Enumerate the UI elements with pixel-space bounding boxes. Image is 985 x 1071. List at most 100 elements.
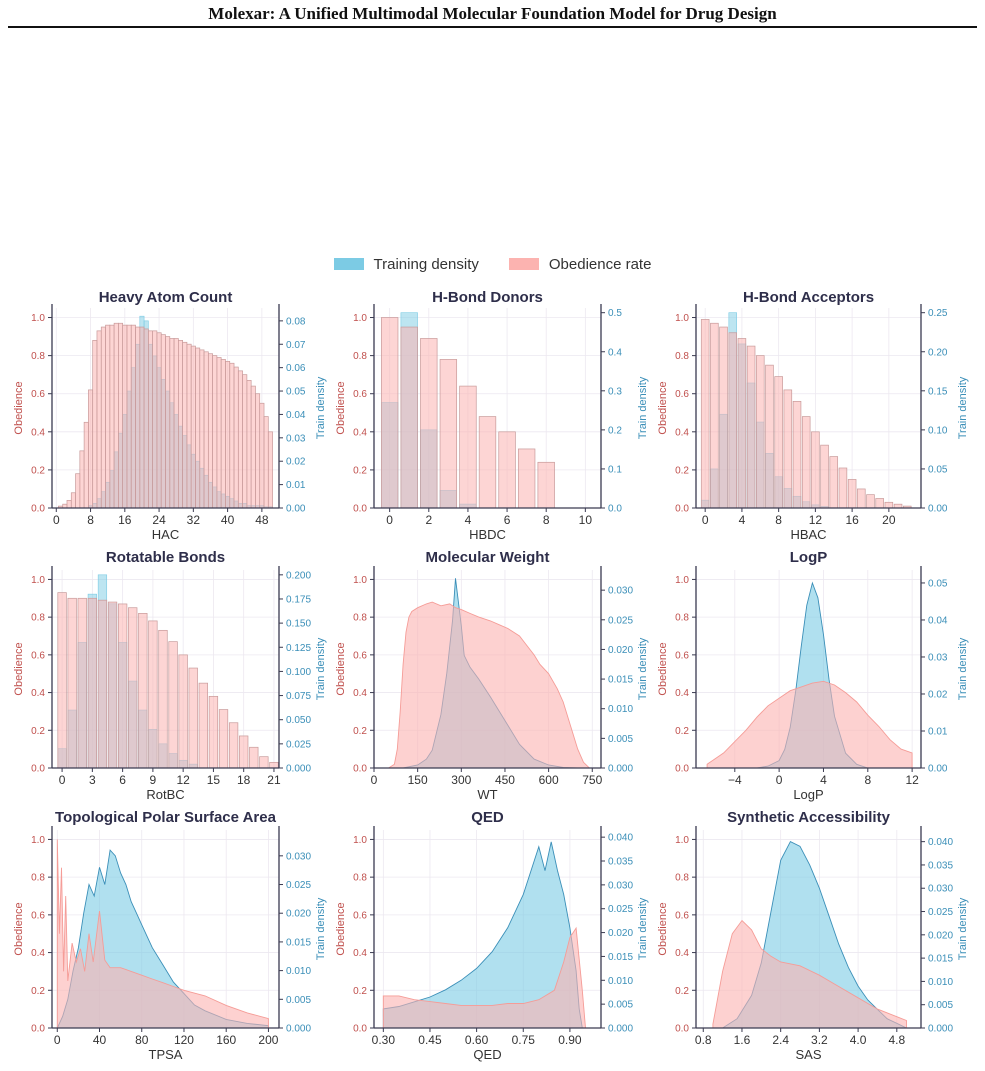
right-tick-label: 0.01: [286, 480, 306, 491]
right-tick-label: 0.03: [928, 652, 948, 663]
left-tick-label: 0.2: [675, 465, 689, 476]
left-tick-label: 0.6: [353, 389, 367, 400]
left-tick-label: 0.6: [675, 389, 689, 400]
left-tick-label: 0.6: [353, 910, 367, 921]
right-axis-label: Train density: [315, 637, 327, 700]
right-tick-label: 0.000: [608, 764, 633, 775]
plot-area: [712, 841, 907, 1028]
x-tick-label: 40: [93, 1033, 107, 1047]
right-tick-label: 0.010: [928, 977, 953, 988]
x-tick-label: 4: [465, 513, 472, 527]
x-tick-label: 12: [809, 513, 823, 527]
right-tick-label: 0.06: [286, 363, 306, 374]
right-tick-label: 0.005: [608, 1000, 633, 1011]
obedience-bar: [267, 431, 273, 508]
obedience-bar: [263, 416, 269, 508]
x-tick-label: 48: [255, 513, 269, 527]
plot-area: [382, 841, 586, 1028]
x-tick-label: 21: [267, 773, 281, 787]
left-tick-label: 1.0: [353, 835, 367, 846]
obedience-bar: [83, 421, 89, 508]
obedience-bar: [208, 695, 219, 768]
x-tick-label: 0: [386, 513, 393, 527]
right-tick-label: 0.01: [928, 726, 948, 737]
left-tick-label: 0.4: [675, 948, 689, 959]
right-tick-label: 0.000: [286, 1024, 311, 1035]
obedience-bar: [811, 431, 820, 508]
obedience-bar: [169, 338, 175, 508]
x-tick-label: 1.6: [734, 1033, 751, 1047]
right-tick-label: 0.020: [608, 645, 633, 656]
left-tick-label: 0.4: [675, 688, 689, 699]
obedience-bar: [113, 322, 119, 508]
left-tick-label: 0.8: [675, 351, 689, 362]
x-tick-label: 750: [582, 773, 602, 787]
right-tick-label: 0.04: [928, 615, 948, 626]
obedience-bar: [866, 494, 875, 508]
obedience-bar: [168, 641, 178, 768]
obedience-bar: [838, 467, 848, 508]
x-tick-label: 0: [54, 1033, 61, 1047]
chart-title: Synthetic Accessibility: [727, 809, 890, 826]
obedience-area: [388, 601, 591, 768]
left-tick-label: 0.0: [353, 504, 367, 515]
obedience-bar: [728, 332, 737, 508]
obedience-bar: [126, 324, 132, 508]
left-tick-label: 0.2: [31, 726, 45, 737]
left-tick-label: 0.4: [353, 688, 367, 699]
obedience-bar: [212, 355, 218, 508]
x-tick-label: 24: [152, 513, 166, 527]
obedience-bar: [792, 400, 802, 508]
right-tick-label: 0.040: [608, 833, 633, 844]
obedience-bar: [710, 322, 719, 508]
left-tick-label: 0.4: [675, 427, 689, 438]
left-tick-label: 0.8: [353, 613, 367, 624]
right-axis-label: Train density: [315, 897, 327, 960]
right-tick-label: 0.100: [286, 667, 311, 678]
chart-logp: 0.0 0.2 0.4 0.6 0.8 1.0 0.00 0.01 0.02 0.03 0.04 0.…: [657, 549, 969, 802]
right-axis-label: Train density: [637, 897, 649, 960]
x-tick-label: 40: [221, 513, 235, 527]
x-axis-label: RotBC: [146, 787, 184, 802]
left-tick-label: 0.2: [31, 465, 45, 476]
obedience-bar: [233, 366, 239, 508]
obedience-bar: [246, 380, 252, 508]
obedience-bar: [719, 326, 728, 508]
obedience-bar: [122, 324, 128, 508]
obedience-bar: [220, 359, 226, 508]
obedience-bar: [77, 597, 87, 768]
chart-rotbc: 0.0 0.2 0.4 0.6 0.8 1.0 0.000 0.025 0.050 0.075 0.…: [13, 549, 327, 802]
left-tick-label: 0.4: [353, 948, 367, 959]
right-tick-label: 0.005: [286, 995, 311, 1006]
right-axis-label: Train density: [957, 637, 969, 700]
x-tick-label: 600: [539, 773, 559, 787]
x-tick-label: 2: [425, 513, 432, 527]
x-tick-label: 4.0: [850, 1033, 867, 1047]
legend-item-obedience: Obedience rate: [508, 253, 651, 275]
plot-area: [388, 578, 591, 768]
obedience-bar: [517, 448, 536, 508]
right-tick-label: 0.20: [928, 347, 948, 358]
left-tick-label: 1.0: [31, 835, 45, 846]
x-axis-label: TPSA: [149, 1047, 183, 1062]
x-tick-label: 20: [882, 513, 896, 527]
right-axis-label: Train density: [957, 376, 969, 439]
right-tick-label: 0.000: [928, 1024, 953, 1035]
right-tick-label: 0.030: [608, 880, 633, 891]
right-axis-label: Train density: [637, 376, 649, 439]
obedience-bar: [700, 319, 710, 508]
obedience-bar: [152, 330, 158, 508]
obedience-bar: [857, 488, 866, 508]
right-tick-label: 0.3: [608, 386, 622, 397]
x-tick-label: 0.30: [372, 1033, 396, 1047]
right-tick-label: 0.025: [286, 880, 311, 891]
obedience-area: [706, 680, 913, 768]
legend-swatch-training: [333, 258, 364, 270]
left-tick-label: 0.0: [675, 504, 689, 515]
x-tick-label: 3.2: [811, 1033, 828, 1047]
left-tick-label: 0.8: [31, 873, 45, 884]
obedience-bar: [92, 340, 98, 508]
x-tick-label: 4: [820, 773, 827, 787]
obedience-bar: [255, 393, 261, 508]
figure-legend: Training density Obedience rate: [0, 253, 985, 275]
